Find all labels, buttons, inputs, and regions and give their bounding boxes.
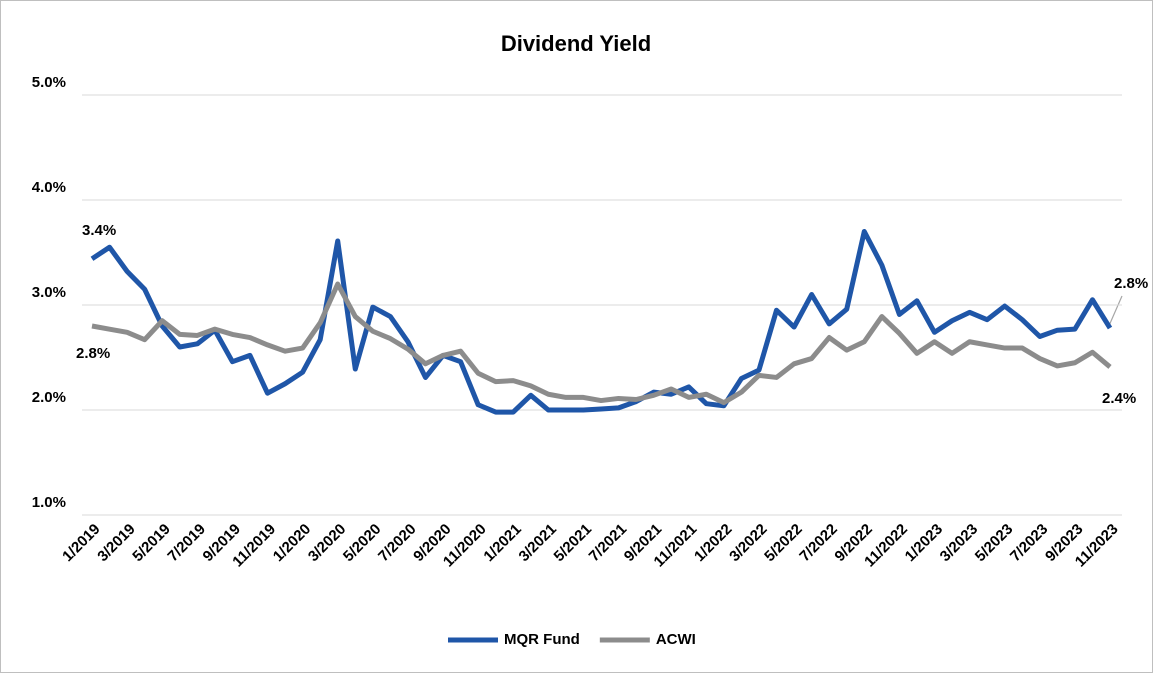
series-line — [91, 281, 1112, 406]
legend-label: ACWI — [656, 631, 696, 648]
y-tick-label: 1.0% — [32, 494, 66, 511]
leader-line — [1107, 295, 1123, 329]
y-tick-label: 5.0% — [32, 74, 66, 91]
legend-label: MQR Fund — [504, 631, 580, 648]
data-label: 2.8% — [76, 345, 110, 362]
y-tick-label: 2.0% — [32, 389, 66, 406]
chart-title: Dividend Yield — [501, 31, 651, 56]
y-tick-label: 3.0% — [32, 284, 66, 301]
data-label: 2.8% — [1114, 275, 1148, 292]
data-label: 2.4% — [1102, 390, 1136, 407]
series-line — [90, 229, 1113, 415]
y-tick-label: 4.0% — [32, 179, 66, 196]
data-label: 3.4% — [82, 222, 116, 239]
